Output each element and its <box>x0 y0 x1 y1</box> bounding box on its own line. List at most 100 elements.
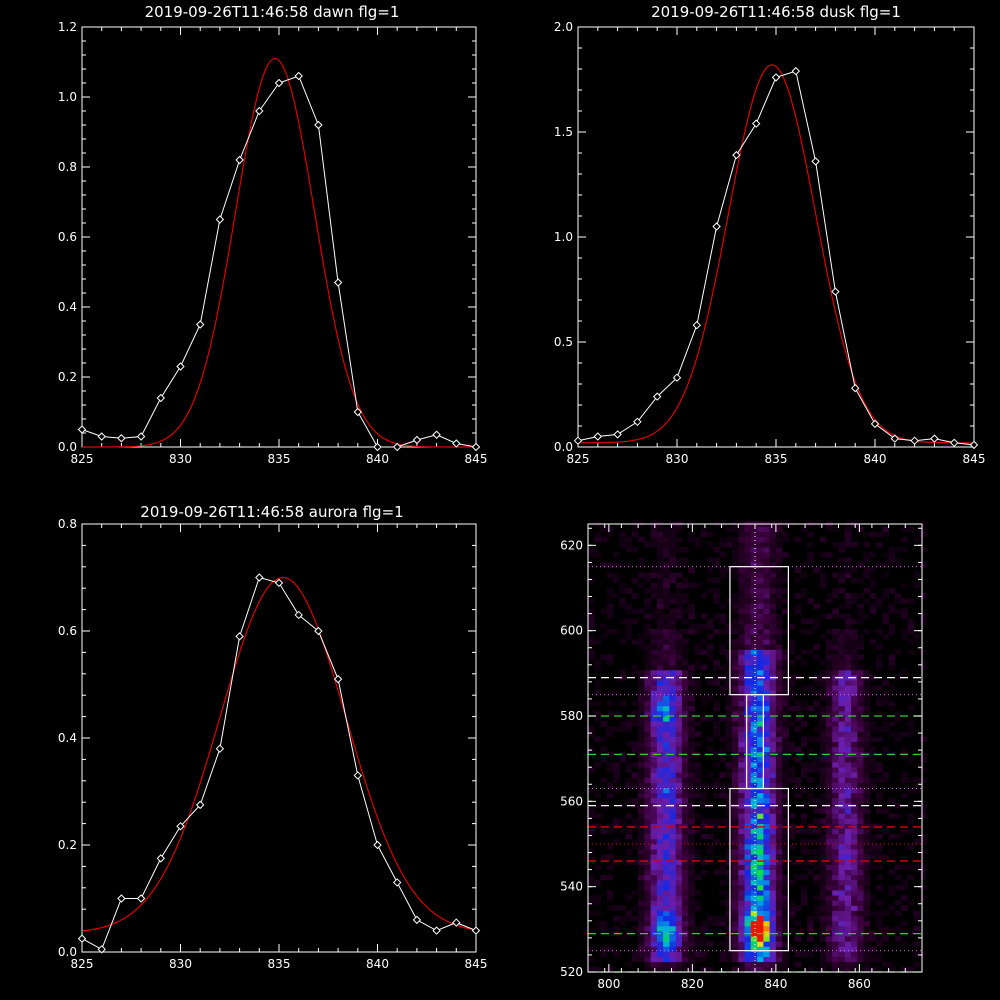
heatmap-cell <box>663 613 670 620</box>
heatmap-cell <box>857 695 864 701</box>
heatmap-cell <box>888 890 896 896</box>
heatmap-cell <box>732 951 739 957</box>
heatmap-cell <box>763 844 771 850</box>
heatmap-cell <box>819 613 827 620</box>
heatmap-cell <box>832 639 839 645</box>
heatmap-cell <box>832 808 839 814</box>
heatmap-cell <box>694 925 702 932</box>
plot-1-data-point <box>593 432 603 441</box>
heatmap-cell <box>713 721 720 727</box>
heatmap-cell <box>876 956 883 963</box>
heatmap-cell <box>669 547 677 553</box>
heatmap-cell <box>688 828 695 835</box>
heatmap-cell <box>750 736 758 742</box>
heatmap-cell <box>826 844 833 850</box>
heatmap-cell <box>757 885 764 891</box>
heatmap-cell <box>688 731 695 737</box>
heatmap-cell <box>757 838 764 845</box>
heatmap-cell <box>688 849 695 855</box>
heatmap-cell <box>757 526 764 533</box>
heatmap-cell <box>782 649 789 655</box>
heatmap-cell <box>832 844 839 850</box>
heatmap-cell <box>807 925 814 932</box>
heatmap-cell <box>738 588 745 594</box>
heatmap-cell <box>669 757 677 763</box>
heatmap-cell <box>763 941 771 947</box>
heatmap-cell <box>631 669 639 676</box>
heatmap-cell <box>732 572 739 579</box>
heatmap-cell <box>744 879 752 886</box>
heatmap-cell <box>757 869 764 876</box>
heatmap-cell <box>681 690 689 696</box>
heatmap-cell <box>888 833 896 840</box>
heatmap-cell <box>813 879 821 886</box>
heatmap-cell <box>675 849 683 855</box>
heatmap-cell <box>613 690 620 696</box>
heatmap-cell <box>800 900 808 906</box>
heatmap-cell <box>769 864 777 870</box>
plot-1-data-point <box>751 119 761 128</box>
heatmap-cell <box>807 797 814 804</box>
heatmap-cell <box>588 598 595 604</box>
heatmap-cell <box>919 803 927 809</box>
heatmap-cell <box>663 808 670 814</box>
heatmap-cell <box>901 526 908 533</box>
heatmap-cell <box>888 557 896 563</box>
heatmap-cell <box>775 808 783 814</box>
heatmap-cell <box>750 772 758 778</box>
heatmap-cell <box>851 797 858 804</box>
heatmap-cell <box>663 685 670 691</box>
heatmap-cell <box>869 577 877 584</box>
heatmap-cell <box>863 716 871 722</box>
heatmap-cell <box>738 536 745 543</box>
heatmap-cell <box>725 869 733 876</box>
heatmap-cell <box>675 920 683 927</box>
heatmap-cell <box>675 956 683 963</box>
heatmap-cell <box>750 675 758 681</box>
heatmap-cell <box>738 669 745 676</box>
heatmap-cell <box>719 736 727 742</box>
heatmap-cell <box>838 669 846 676</box>
heatmap-cell <box>863 864 871 870</box>
heatmap-cell <box>819 946 827 952</box>
heatmap-cell <box>813 644 821 650</box>
heatmap-cell <box>681 885 689 891</box>
heatmap-cell <box>882 808 889 814</box>
heatmap-cell <box>669 844 677 850</box>
heatmap-cell <box>844 797 852 804</box>
heatmap-cell <box>869 936 877 942</box>
heatmap-cell <box>713 869 720 876</box>
heatmap-cell <box>769 613 777 620</box>
heatmap-cell <box>732 695 739 701</box>
heatmap-cell <box>788 946 796 952</box>
heatmap-cell <box>775 552 783 558</box>
heatmap-cell <box>757 874 764 881</box>
heatmap-cell <box>688 782 695 789</box>
heatmap-cell <box>650 613 658 620</box>
heatmap-cell <box>656 838 664 845</box>
heatmap-cell <box>650 787 658 794</box>
heatmap-cell <box>863 746 871 753</box>
heatmap-cell <box>763 879 771 886</box>
heatmap-cell <box>869 721 877 727</box>
heatmap-cell <box>656 705 664 712</box>
heatmap-cell <box>694 951 702 957</box>
heatmap-cell <box>625 547 633 553</box>
heatmap-aperture-box <box>746 694 764 790</box>
heatmap-cell <box>625 797 633 804</box>
heatmap-cell <box>669 659 677 666</box>
heatmap-cell <box>838 731 846 737</box>
heatmap-cell <box>750 787 758 794</box>
heatmap-cell <box>663 757 670 763</box>
heatmap-cell <box>838 849 846 855</box>
heatmap-cell <box>819 772 827 778</box>
heatmap-cell <box>844 541 852 548</box>
heatmap-cell <box>794 951 802 957</box>
heatmap-cell <box>625 823 633 829</box>
heatmap-cell <box>888 552 896 558</box>
heatmap-cell <box>694 536 702 543</box>
heatmap-cell <box>857 757 864 763</box>
heatmap-cell <box>663 746 670 753</box>
heatmap-cell <box>681 582 689 589</box>
heatmap-cell <box>775 593 783 599</box>
